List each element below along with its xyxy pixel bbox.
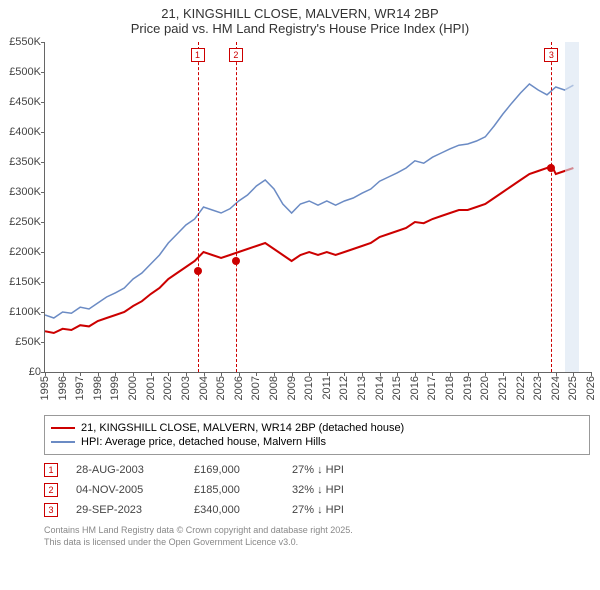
xtick-label: 1996 [57, 376, 69, 400]
sale-marker-box: 1 [191, 48, 205, 62]
sale-marker-line [198, 42, 199, 372]
xtick-label: 1999 [109, 376, 121, 400]
xtick-label: 2020 [479, 376, 491, 400]
xtick-label: 2019 [462, 376, 474, 400]
legend-swatch [51, 427, 75, 429]
ytick-label: £300K [9, 186, 41, 198]
recent-band [565, 42, 579, 372]
sale-marker-dot [547, 164, 555, 172]
ytick-label: £100K [9, 306, 41, 318]
xtick-label: 2000 [127, 376, 139, 400]
sale-marker-dot [194, 267, 202, 275]
xtick-label: 2006 [233, 376, 245, 400]
xtick-label: 2014 [374, 376, 386, 400]
xtick-label: 2022 [515, 376, 527, 400]
ytick-label: £450K [9, 96, 41, 108]
legend: 21, KINGSHILL CLOSE, MALVERN, WR14 2BP (… [44, 415, 590, 455]
xtick-label: 2009 [286, 376, 298, 400]
xtick-label: 1997 [74, 376, 86, 400]
xtick-label: 2004 [198, 376, 210, 400]
xtick-label: 2010 [303, 376, 315, 400]
sale-price: £185,000 [194, 484, 274, 496]
xtick-label: 2013 [356, 376, 368, 400]
xtick-label: 2024 [550, 376, 562, 400]
footer-attribution: Contains HM Land Registry data © Crown c… [44, 525, 590, 548]
ytick-label: £150K [9, 276, 41, 288]
xtick-label: 2023 [532, 376, 544, 400]
ytick-label: £200K [9, 246, 41, 258]
sale-marker-dot [232, 257, 240, 265]
sale-marker-line [236, 42, 237, 372]
xtick-label: 2001 [145, 376, 157, 400]
chart-svg [45, 42, 591, 372]
series-price_paid [45, 165, 573, 333]
xtick-label: 1995 [39, 376, 51, 400]
ytick-label: £50K [15, 336, 41, 348]
sale-date: 28-AUG-2003 [76, 464, 176, 476]
ytick-label: £550K [9, 36, 41, 48]
ytick-label: £400K [9, 126, 41, 138]
xtick-label: 2008 [268, 376, 280, 400]
xtick-label: 2021 [497, 376, 509, 400]
sales-table: 1 28-AUG-2003 £169,000 27% ↓ HPI 2 04-NOV-200… [44, 463, 590, 517]
sale-diff: 32% ↓ HPI [292, 484, 382, 496]
xtick-label: 2025 [567, 376, 579, 400]
chart-wrap: £0£50K£100K£150K£200K£250K£300K£350K£400… [44, 42, 590, 373]
legend-row: HPI: Average price, detached house, Malv… [51, 436, 583, 448]
xtick-label: 2018 [444, 376, 456, 400]
legend-label: 21, KINGSHILL CLOSE, MALVERN, WR14 2BP (… [81, 422, 404, 434]
sale-row: 1 28-AUG-2003 £169,000 27% ↓ HPI [44, 463, 590, 477]
title-block: 21, KINGSHILL CLOSE, MALVERN, WR14 2BP P… [0, 0, 600, 36]
xtick-label: 2003 [180, 376, 192, 400]
sale-row: 3 29-SEP-2023 £340,000 27% ↓ HPI [44, 503, 590, 517]
xtick-label: 2002 [162, 376, 174, 400]
footer-line-1: Contains HM Land Registry data © Crown c… [44, 525, 590, 537]
ytick-label: £350K [9, 156, 41, 168]
sale-number-box: 3 [44, 503, 58, 517]
sale-row: 2 04-NOV-2005 £185,000 32% ↓ HPI [44, 483, 590, 497]
xtick-label: 2015 [391, 376, 403, 400]
footer-line-2: This data is licensed under the Open Gov… [44, 537, 590, 549]
xtick-label: 2016 [409, 376, 421, 400]
xtick-label: 2017 [426, 376, 438, 400]
sale-date: 29-SEP-2023 [76, 504, 176, 516]
ytick-label: £500K [9, 66, 41, 78]
sale-diff: 27% ↓ HPI [292, 464, 382, 476]
xtick-label: 2007 [250, 376, 262, 400]
series-hpi [45, 84, 573, 318]
sale-price: £169,000 [194, 464, 274, 476]
xtick-label: 1998 [92, 376, 104, 400]
title-line-1: 21, KINGSHILL CLOSE, MALVERN, WR14 2BP [0, 6, 600, 21]
sale-number-box: 1 [44, 463, 58, 477]
sale-marker-box: 2 [229, 48, 243, 62]
xtick-label: 2012 [338, 376, 350, 400]
ytick-label: £250K [9, 216, 41, 228]
xtick-label: 2026 [585, 376, 597, 400]
legend-label: HPI: Average price, detached house, Malv… [81, 436, 326, 448]
plot-area: £0£50K£100K£150K£200K£250K£300K£350K£400… [44, 42, 591, 373]
sale-number-box: 2 [44, 483, 58, 497]
legend-swatch [51, 441, 75, 443]
xtick-label: 2005 [215, 376, 227, 400]
title-line-2: Price paid vs. HM Land Registry's House … [0, 21, 600, 36]
sale-diff: 27% ↓ HPI [292, 504, 382, 516]
sale-marker-box: 3 [544, 48, 558, 62]
legend-row: 21, KINGSHILL CLOSE, MALVERN, WR14 2BP (… [51, 422, 583, 434]
sale-price: £340,000 [194, 504, 274, 516]
sale-date: 04-NOV-2005 [76, 484, 176, 496]
chart-container: 21, KINGSHILL CLOSE, MALVERN, WR14 2BP P… [0, 0, 600, 548]
sale-marker-line [551, 42, 552, 372]
xtick-label: 2011 [321, 376, 333, 400]
